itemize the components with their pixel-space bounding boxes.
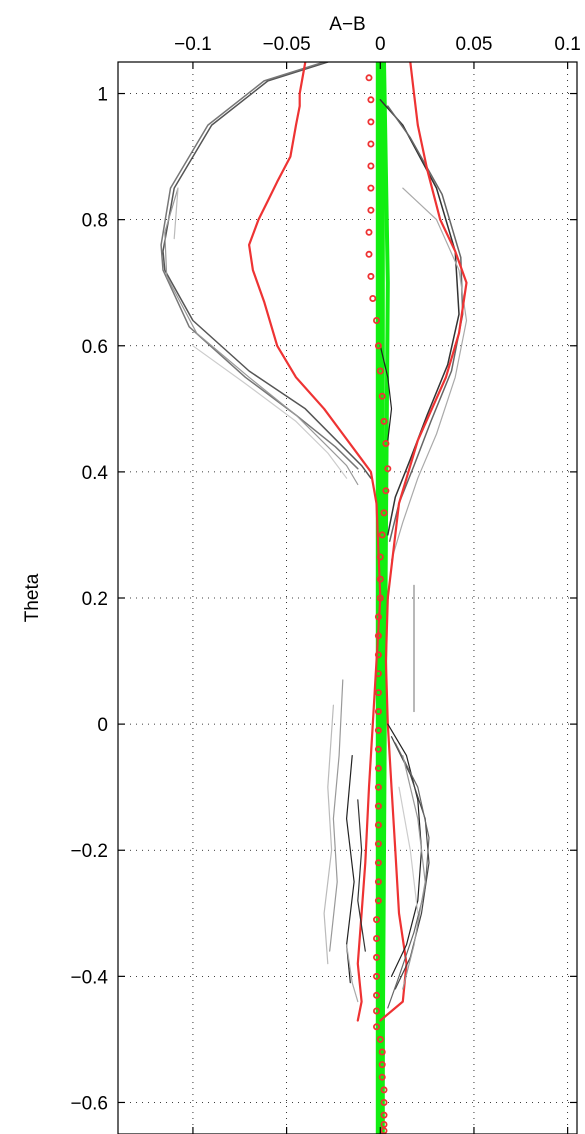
y-tick-label: 0.6 <box>82 337 108 358</box>
series-line-18 <box>346 944 359 1003</box>
series-line-23 <box>398 786 419 914</box>
marker-point <box>365 250 373 258</box>
series-line-14 <box>346 754 355 984</box>
series-line-5 <box>192 345 348 479</box>
marker-point <box>372 1007 380 1015</box>
marker-point <box>372 1023 380 1031</box>
marker-point <box>374 783 382 791</box>
marker-point <box>367 96 375 104</box>
marker-point <box>376 1035 384 1043</box>
marker-point <box>367 206 375 214</box>
series-line-12 <box>248 62 382 1022</box>
y-tick-label: 0.8 <box>82 211 108 232</box>
marker-point <box>372 972 380 980</box>
marker-point <box>380 1111 388 1119</box>
y-axis-label: Theta <box>22 573 43 622</box>
marker-layer <box>365 74 392 1134</box>
marker-point <box>374 632 382 640</box>
marker-point <box>372 316 380 324</box>
series-line-7 <box>379 99 460 536</box>
y-tick-label: 1 <box>97 85 108 106</box>
marker-point <box>380 1121 388 1129</box>
series-line-16 <box>329 679 344 952</box>
marker-point <box>372 935 380 943</box>
x-tick-label: 0.1 <box>554 34 580 55</box>
series-line-22 <box>402 754 426 990</box>
x-axis-label: A−B <box>329 14 365 35</box>
x-tick-label: −0.05 <box>263 34 311 55</box>
series-line-21 <box>387 742 430 1009</box>
series-line-15 <box>357 799 366 952</box>
x-tick-label: 0 <box>375 34 386 55</box>
marker-point <box>380 1099 388 1107</box>
marker-point <box>374 708 382 716</box>
marker-point <box>374 840 382 848</box>
series-line-17 <box>323 704 334 965</box>
marker-point <box>382 487 390 495</box>
marker-point <box>372 916 380 924</box>
marker-point <box>374 802 382 810</box>
marker-point <box>367 162 375 170</box>
marker-point <box>374 859 382 867</box>
marker-point <box>369 294 377 302</box>
marker-point <box>374 878 382 886</box>
y-tick-label: −0.4 <box>70 967 108 988</box>
marker-point <box>374 745 382 753</box>
y-tick-label: 0.2 <box>82 589 108 610</box>
series-line-10 <box>379 345 393 441</box>
series-line-1 <box>380 62 390 1134</box>
marker-point <box>374 821 382 829</box>
marker-point <box>367 118 375 126</box>
series-line-4 <box>164 187 359 486</box>
marker-point <box>374 689 382 697</box>
marker-point <box>374 651 382 659</box>
marker-point <box>376 575 384 583</box>
marker-point <box>384 465 392 473</box>
marker-point <box>382 439 390 447</box>
marker-point <box>376 553 384 561</box>
marker-point <box>378 1048 386 1056</box>
series-line-2 <box>162 62 372 479</box>
marker-point <box>374 613 382 621</box>
marker-point <box>374 764 382 772</box>
y-tick-label: 0 <box>97 715 108 736</box>
marker-point <box>367 272 375 280</box>
marker-point <box>376 594 384 602</box>
marker-point <box>376 367 384 375</box>
marker-point <box>372 991 380 999</box>
marker-point <box>380 417 388 425</box>
marker-point <box>374 726 382 734</box>
marker-point <box>374 670 382 678</box>
x-tick-label: 0.05 <box>455 34 492 55</box>
marker-point <box>374 897 382 905</box>
y-tick-label: 0.4 <box>82 463 109 484</box>
y-tick-label: −0.6 <box>70 1093 108 1114</box>
marker-point <box>367 184 375 192</box>
marker-point <box>374 342 382 350</box>
ticks: −0.1 −0.05 0 0.05 0.1 1 0.8 0.6 0.4 0.2 0 −0.2 −0.4 −… <box>70 34 581 1134</box>
marker-point <box>380 509 388 517</box>
marker-point <box>380 1086 388 1094</box>
marker-point <box>372 953 380 961</box>
marker-point <box>378 1061 386 1069</box>
marker-point <box>365 228 373 236</box>
series-layer <box>160 62 468 1134</box>
marker-point <box>378 392 386 400</box>
series-line-3 <box>160 62 359 470</box>
marker-point <box>378 531 386 539</box>
marker-point <box>367 140 375 148</box>
y-tick-label: −0.2 <box>70 841 108 862</box>
marker-point <box>378 1073 386 1081</box>
marker-point <box>365 74 373 82</box>
series-line-13 <box>379 62 468 1022</box>
x-tick-label: −0.1 <box>174 34 212 55</box>
series-line-9 <box>390 187 468 561</box>
series-line-6 <box>173 187 179 240</box>
